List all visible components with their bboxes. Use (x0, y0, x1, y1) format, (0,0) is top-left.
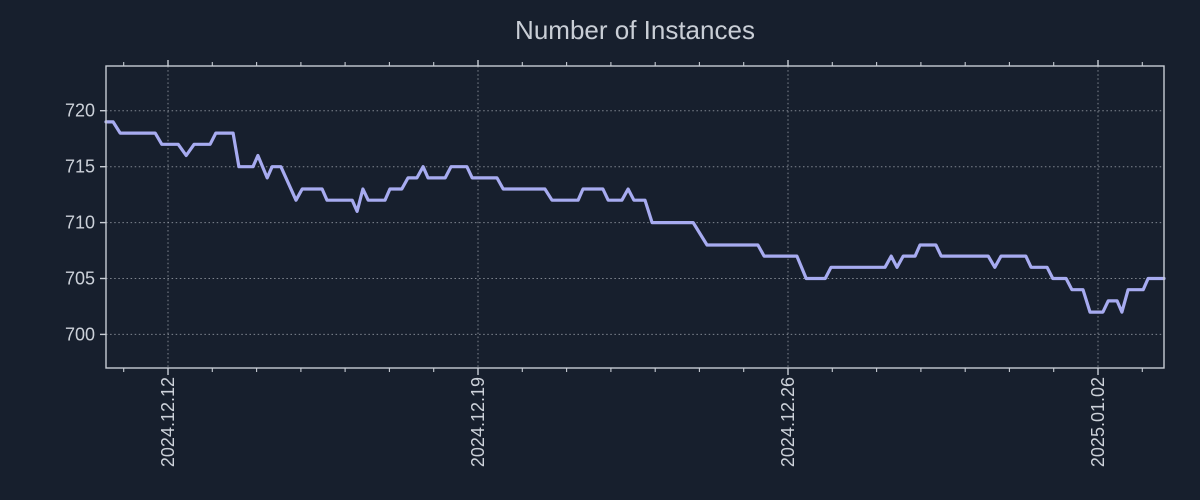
y-tick-label: 700 (65, 324, 95, 344)
axis-ticks (100, 60, 1143, 375)
x-tick-label: 2024.12.12 (158, 377, 178, 467)
chart-title: Number of Instances (515, 15, 755, 45)
plot-border (105, 65, 1165, 369)
y-tick-label: 715 (65, 157, 95, 177)
series-line-instances (104, 120, 1166, 314)
y-tick-label: 710 (65, 213, 95, 233)
plot-spines (105, 65, 1165, 369)
plot-grid (106, 66, 1164, 368)
y-tick-label: 705 (65, 269, 95, 289)
data-series (104, 120, 1166, 314)
axis-labels: 700 705 710 715 720 2024.12.12 2024.12.19 2024.… (65, 101, 1108, 467)
x-tick-label: 2024.12.19 (468, 377, 488, 467)
x-tick-label: 2024.12.26 (778, 377, 798, 467)
y-tick-label: 720 (65, 101, 95, 121)
x-tick-label: 2025.01.02 (1088, 377, 1108, 467)
